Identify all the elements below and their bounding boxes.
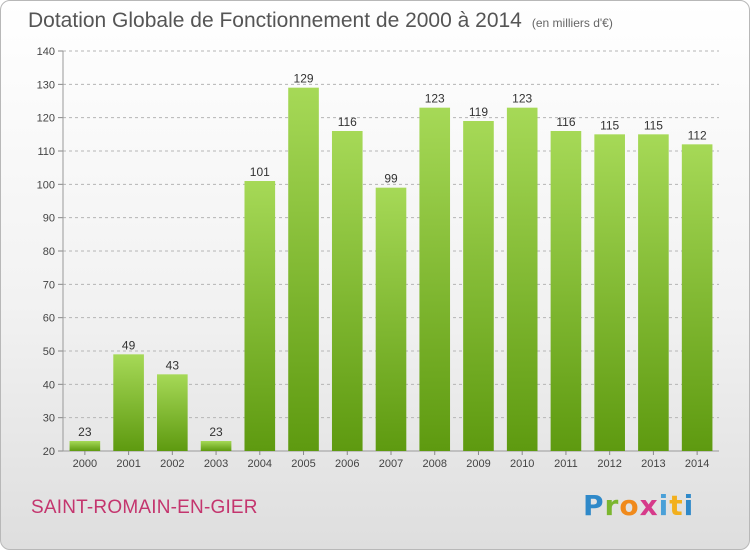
bar-2002	[157, 374, 188, 451]
y-tick-label: 30	[43, 413, 55, 425]
value-label-2006: 116	[338, 115, 357, 129]
y-tick-label: 90	[43, 213, 55, 225]
value-label-2003: 23	[209, 425, 223, 439]
bar-2004	[244, 181, 276, 451]
x-tick-label-2003: 2003	[204, 458, 228, 470]
logo-letter: P	[583, 489, 605, 522]
y-tick-label: 50	[43, 346, 55, 358]
x-tick-label-2009: 2009	[466, 458, 490, 470]
logo-letter: t	[669, 489, 684, 522]
y-tick-label: 60	[43, 313, 55, 325]
commune-name: SAINT-ROMAIN-EN-GIER	[31, 497, 258, 518]
value-label-2014: 112	[688, 128, 707, 142]
value-label-2011: 116	[556, 115, 575, 129]
y-tick-label: 110	[37, 146, 55, 158]
x-tick-label-2001: 2001	[116, 458, 140, 470]
x-tick-label-2013: 2013	[641, 458, 665, 470]
value-label-2012: 115	[600, 118, 619, 132]
value-label-2000: 23	[78, 425, 92, 439]
x-tick-label-2005: 2005	[291, 458, 315, 470]
x-tick-label-2011: 2011	[554, 458, 578, 470]
labels: 20 30 40 50 60 70 80 90 100 110 120 130 140 23 2000 49 2…	[37, 46, 710, 470]
bar-2003	[200, 441, 232, 451]
x-tick-label-2012: 2012	[597, 458, 621, 470]
value-label-2009: 119	[469, 105, 488, 119]
bar-2007	[375, 187, 407, 451]
chart-subtitle: (en milliers d'€)	[531, 16, 613, 30]
x-tick-label-2004: 2004	[248, 458, 272, 470]
x-tick-label-2000: 2000	[73, 458, 97, 470]
y-tick-label: 80	[43, 246, 55, 258]
x-tick-label-2010: 2010	[510, 458, 534, 470]
x-tick-label-2014: 2014	[685, 458, 709, 470]
chart-title-text: Dotation Globale de Fonctionnement de 20…	[28, 9, 522, 32]
bar-2005	[288, 87, 319, 452]
y-tick-label: 100	[37, 179, 55, 191]
bar-2001	[113, 354, 144, 451]
bar-2014	[681, 144, 713, 452]
bar-2009	[463, 121, 494, 451]
value-label-2002: 43	[166, 358, 180, 372]
bar-2011	[550, 131, 582, 451]
value-label-2013: 115	[644, 118, 663, 132]
bar-2012	[594, 134, 625, 452]
x-tick-label-2006: 2006	[335, 458, 359, 470]
value-label-2008: 123	[425, 92, 445, 106]
logo-letter: o	[619, 489, 640, 522]
y-tick-label: 70	[43, 279, 55, 291]
y-tick-label: 120	[37, 113, 55, 125]
logo-letter: i	[683, 489, 695, 522]
bar-2010	[506, 107, 538, 452]
y-tick-label: 140	[37, 46, 55, 58]
bar-2006	[331, 131, 363, 451]
y-tick-label: 20	[43, 446, 55, 458]
x-tick-label-2007: 2007	[379, 458, 403, 470]
value-label-2010: 123	[512, 92, 532, 106]
logo-letter: i	[658, 489, 670, 522]
bar-2013	[638, 134, 669, 452]
proxiti-logo: Proxiti	[583, 489, 694, 522]
value-label-2001: 49	[122, 338, 136, 352]
bar-2008	[419, 107, 451, 452]
value-label-2005: 129	[294, 72, 314, 86]
x-tick-label-2008: 2008	[422, 458, 446, 470]
x-tick-label-2002: 2002	[160, 458, 184, 470]
bar-2000	[69, 441, 101, 451]
logo-letter: r	[604, 489, 620, 522]
y-tick-label: 130	[37, 79, 55, 91]
chart-title: Dotation Globale de Fonctionnement de 20…	[28, 9, 613, 33]
value-label-2007: 99	[384, 172, 398, 186]
bars	[69, 87, 713, 452]
logo-letter: x	[639, 489, 659, 522]
value-label-2004: 101	[250, 165, 270, 179]
y-tick-label: 40	[43, 379, 55, 391]
